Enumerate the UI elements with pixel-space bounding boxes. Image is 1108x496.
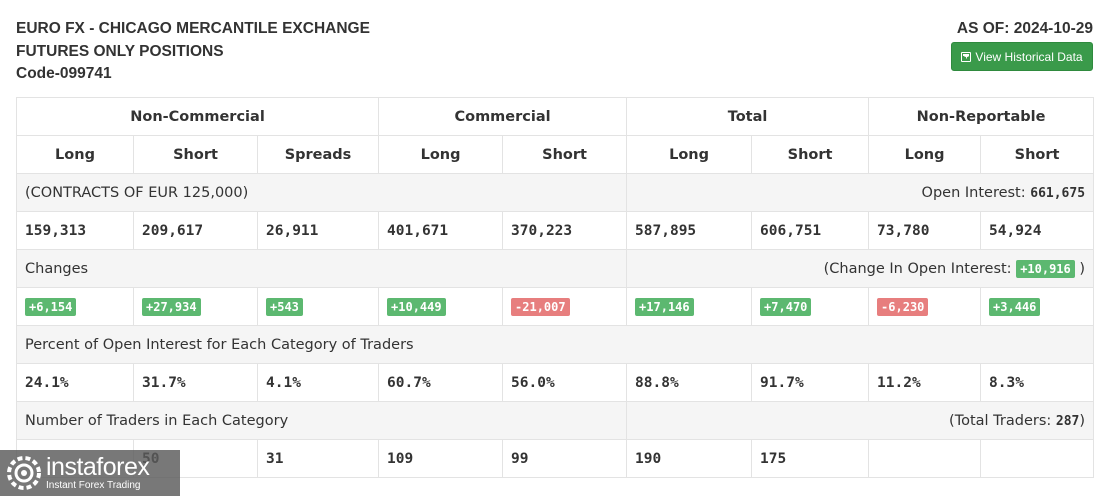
- change-badge: +27,934: [142, 297, 201, 316]
- column-header: Long: [378, 135, 504, 174]
- traders-value: 109: [378, 439, 504, 478]
- position-value: 587,895: [626, 211, 753, 250]
- total-traders-value: 287: [1055, 413, 1080, 429]
- position-value: 159,313: [16, 211, 134, 250]
- open-interest-value: 661,675: [1030, 185, 1086, 201]
- percent-value: 4.1%: [256, 363, 380, 402]
- percent-value: 56.0%: [502, 363, 628, 402]
- group-header-noncommercial: Non-Commercial: [15, 97, 380, 136]
- total-traders: (Total Traders: 287): [626, 401, 1095, 440]
- traders-label: Number of Traders in Each Category: [15, 401, 628, 440]
- total-traders-suffix: ): [1079, 412, 1086, 429]
- position-value: 370,223: [502, 211, 628, 250]
- oi-change-prefix: (Change In Open Interest:: [823, 260, 1012, 277]
- position-value: 209,617: [133, 211, 258, 250]
- column-header: Spreads: [256, 135, 380, 174]
- open-interest-change: (Change In Open Interest: +10,916 ): [626, 249, 1095, 288]
- traders-value: 31: [256, 439, 380, 478]
- oi-change-suffix: ): [1079, 260, 1086, 277]
- change-badge: +7,470: [760, 297, 812, 316]
- position-value: 54,924: [980, 211, 1095, 250]
- oi-change-badge: +10,916: [1016, 259, 1075, 278]
- change-badge: -21,007: [511, 297, 570, 316]
- percent-value: 11.2%: [868, 363, 982, 402]
- percent-section-row: Percent of Open Interest for Each Catego…: [15, 325, 1095, 364]
- percent-value: 60.7%: [378, 363, 504, 402]
- column-header: Short: [133, 135, 258, 174]
- logo-name: instaforex: [46, 453, 150, 481]
- group-header-row: Non-Commercial Commercial Total Non-Repo…: [15, 97, 1095, 136]
- percent-label: Percent of Open Interest for Each Catego…: [15, 325, 1095, 364]
- position-value: 73,780: [868, 211, 982, 250]
- total-traders-prefix: (Total Traders:: [949, 412, 1052, 429]
- percent-value: 8.3%: [980, 363, 1095, 402]
- traders-value: 99: [502, 439, 628, 478]
- column-header: Short: [502, 135, 628, 174]
- open-interest: Open Interest: 661,675: [626, 173, 1095, 212]
- position-value: 401,671: [378, 211, 504, 250]
- logo-tagline: Instant Forex Trading: [46, 480, 141, 491]
- column-header-row: Long Short Spreads Long Short Long Short…: [16, 135, 1095, 174]
- change-badge: +17,146: [635, 297, 694, 316]
- column-header: Short: [980, 135, 1095, 174]
- contracts-section-row: (CONTRACTS OF EUR 125,000) Open Interest…: [15, 173, 1095, 212]
- as-of-date: AS OF: 2024-10-29: [956, 20, 1093, 37]
- position-value: 606,751: [751, 211, 870, 250]
- position-value: 26,911: [256, 211, 380, 250]
- view-historical-data-button[interactable]: View Historical Data: [951, 42, 1093, 71]
- traders-value: 175: [751, 439, 870, 478]
- group-header-commercial: Commercial: [378, 97, 628, 136]
- view-historical-data-label: View Historical Data: [975, 49, 1083, 64]
- percent-value: 91.7%: [751, 363, 870, 402]
- title-line-exchange: EURO FX - CHICAGO MERCANTILE EXCHANGE: [16, 20, 370, 37]
- change-badge: +543: [266, 297, 303, 316]
- group-header-total: Total: [626, 97, 870, 136]
- report-title: EURO FX - CHICAGO MERCANTILE EXCHANGE FU…: [16, 18, 436, 86]
- open-interest-label: Open Interest:: [921, 184, 1026, 201]
- title-line-positions: FUTURES ONLY POSITIONS: [16, 42, 224, 60]
- traders-value: [980, 439, 1095, 478]
- change-badge: +3,446: [989, 297, 1041, 316]
- column-header: Long: [868, 135, 982, 174]
- instaforex-logo-icon: [7, 456, 41, 490]
- changes-section-row: Changes (Change In Open Interest: +10,91…: [15, 249, 1095, 288]
- column-header: Long: [626, 135, 753, 174]
- traders-value: 190: [626, 439, 753, 478]
- change-badge: +10,449: [387, 297, 446, 316]
- traders-value: [868, 439, 982, 478]
- traders-row: 50 31 109 99 190 175: [16, 439, 1095, 478]
- changes-label: Changes: [15, 249, 628, 288]
- column-header: Short: [751, 135, 870, 174]
- traders-section-row: Number of Traders in Each Category (Tota…: [15, 401, 1095, 440]
- percent-value: 24.1%: [16, 363, 134, 402]
- cot-table: Non-Commercial Commercial Total Non-Repo…: [15, 97, 1095, 478]
- percent-value: 88.8%: [626, 363, 753, 402]
- change-badge: -6,230: [877, 297, 929, 316]
- changes-row: +6,154 +27,934 +543 +10,449 -21,007 +17,…: [16, 287, 1095, 326]
- title-line-code: Code-099741: [16, 65, 112, 82]
- calendar-plus-icon: [961, 51, 972, 62]
- group-header-nonreportable: Non-Reportable: [868, 97, 1095, 136]
- contracts-label: (CONTRACTS OF EUR 125,000): [15, 173, 628, 212]
- percent-row: 24.1% 31.7% 4.1% 60.7% 56.0% 88.8% 91.7%…: [16, 363, 1095, 402]
- change-badge: +6,154: [25, 297, 77, 316]
- column-header: Long: [16, 135, 134, 174]
- positions-row: 159,313 209,617 26,911 401,671 370,223 5…: [16, 211, 1095, 250]
- percent-value: 31.7%: [133, 363, 258, 402]
- instaforex-watermark: instaforex Instant Forex Trading: [0, 450, 180, 496]
